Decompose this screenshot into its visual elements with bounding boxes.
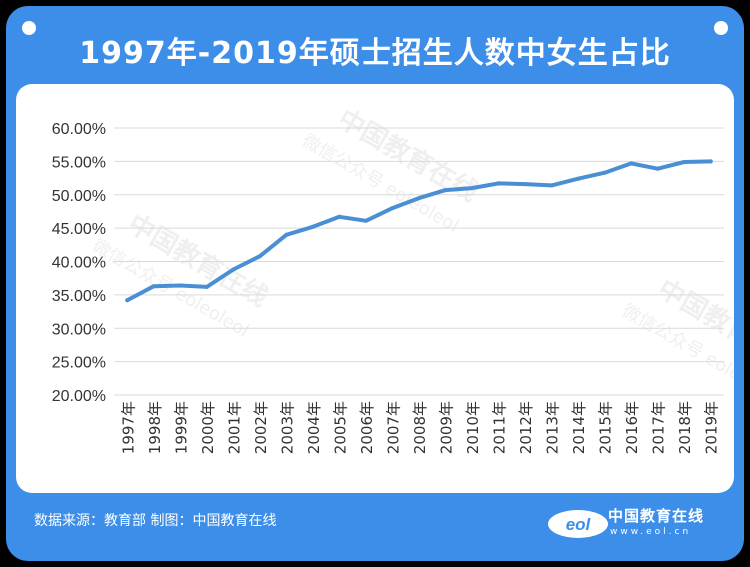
decorative-dot-right bbox=[714, 21, 728, 35]
y-tick-label: 45.00% bbox=[52, 221, 106, 238]
decorative-dot-left bbox=[22, 21, 36, 35]
x-tick-label: 2014年 bbox=[570, 401, 588, 454]
x-tick-label: 2001年 bbox=[225, 401, 243, 454]
logo-badge bbox=[548, 510, 608, 538]
y-axis-ticks: 60.00% 55.00% 50.00% 45.00% 40.00% 35.00% 30.0… bbox=[52, 121, 106, 405]
data-point bbox=[629, 161, 634, 166]
x-tick-label: 1999年 bbox=[172, 401, 190, 454]
y-tick-label: 25.00% bbox=[52, 355, 106, 372]
eol-logo: eol bbox=[548, 510, 608, 538]
series-layer bbox=[125, 159, 713, 303]
data-point bbox=[443, 188, 448, 193]
data-point bbox=[655, 166, 660, 171]
x-tick-label: 2005年 bbox=[331, 401, 349, 454]
data-point bbox=[496, 181, 501, 186]
x-tick-label: 2015年 bbox=[597, 401, 615, 454]
x-tick-label: 2008年 bbox=[411, 401, 429, 454]
x-axis-ticks: 1997年 1998年 1999年 2000年 2001年 2002年 2003年 2004年… bbox=[119, 401, 720, 454]
y-tick-label: 40.00% bbox=[52, 255, 106, 272]
x-tick-label: 2000年 bbox=[199, 401, 217, 454]
x-tick-label: 2013年 bbox=[544, 401, 562, 454]
data-point bbox=[417, 196, 421, 201]
data-point bbox=[363, 218, 368, 223]
data-source-note: 数据来源：教育部 制图：中国教育在线 bbox=[34, 513, 277, 529]
x-tick-label: 2002年 bbox=[252, 401, 270, 454]
data-point bbox=[708, 159, 713, 164]
data-point bbox=[523, 182, 528, 187]
x-tick-label: 2003年 bbox=[278, 401, 296, 454]
line-chart: 中国教育在线 微信公众号 eoleoleol 中国教育在线 微信公众号 eole… bbox=[52, 103, 734, 454]
chart-title: 1997年-2019年硕士招生人数中女生占比 bbox=[79, 36, 671, 71]
gridlines bbox=[114, 127, 724, 396]
data-point bbox=[470, 186, 475, 191]
logo-url: www.eol.cn bbox=[610, 527, 692, 537]
data-point bbox=[390, 206, 395, 211]
x-tick-label: 2009年 bbox=[438, 401, 456, 454]
x-tick-label: 2018年 bbox=[676, 401, 694, 454]
data-point bbox=[204, 284, 209, 289]
x-tick-label: 1998年 bbox=[146, 401, 164, 454]
y-tick-label: 60.00% bbox=[52, 121, 106, 138]
chart-card: 1997年-2019年硕士招生人数中女生占比 中国教育在线 微信公众号 eole… bbox=[6, 6, 744, 561]
data-point bbox=[682, 160, 687, 165]
x-tick-label: 2004年 bbox=[305, 401, 323, 454]
data-point bbox=[178, 283, 183, 288]
y-tick-label: 55.00% bbox=[52, 154, 106, 171]
x-tick-label: 2012年 bbox=[517, 401, 535, 454]
chart-panel: 中国教育在线 微信公众号 eoleoleol 中国教育在线 微信公众号 eole… bbox=[16, 84, 734, 493]
logo-mark: eol bbox=[566, 515, 592, 534]
x-tick-label: 1997年 bbox=[119, 401, 137, 454]
data-point bbox=[602, 170, 607, 175]
x-tick-label: 2006年 bbox=[358, 401, 376, 454]
y-tick-label: 50.00% bbox=[52, 188, 106, 205]
data-point bbox=[151, 284, 156, 289]
y-tick-label: 20.00% bbox=[52, 388, 106, 405]
data-point bbox=[231, 267, 236, 272]
y-tick-label: 30.00% bbox=[52, 321, 106, 338]
data-point bbox=[125, 298, 130, 303]
logo-name: 中国教育在线 bbox=[608, 507, 705, 525]
x-tick-label: 2019年 bbox=[703, 401, 721, 454]
data-point bbox=[549, 183, 554, 188]
x-tick-label: 2017年 bbox=[650, 401, 668, 454]
x-tick-label: 2010年 bbox=[464, 401, 482, 454]
data-point bbox=[310, 224, 315, 229]
data-point bbox=[576, 176, 581, 181]
y-tick-label: 35.00% bbox=[52, 288, 106, 305]
data-point bbox=[337, 214, 342, 219]
x-tick-label: 2011年 bbox=[491, 401, 509, 454]
data-point bbox=[284, 232, 289, 237]
data-point bbox=[257, 254, 262, 259]
series-line bbox=[125, 159, 713, 303]
x-tick-label: 2007年 bbox=[384, 401, 402, 454]
x-tick-label: 2016年 bbox=[623, 401, 641, 454]
